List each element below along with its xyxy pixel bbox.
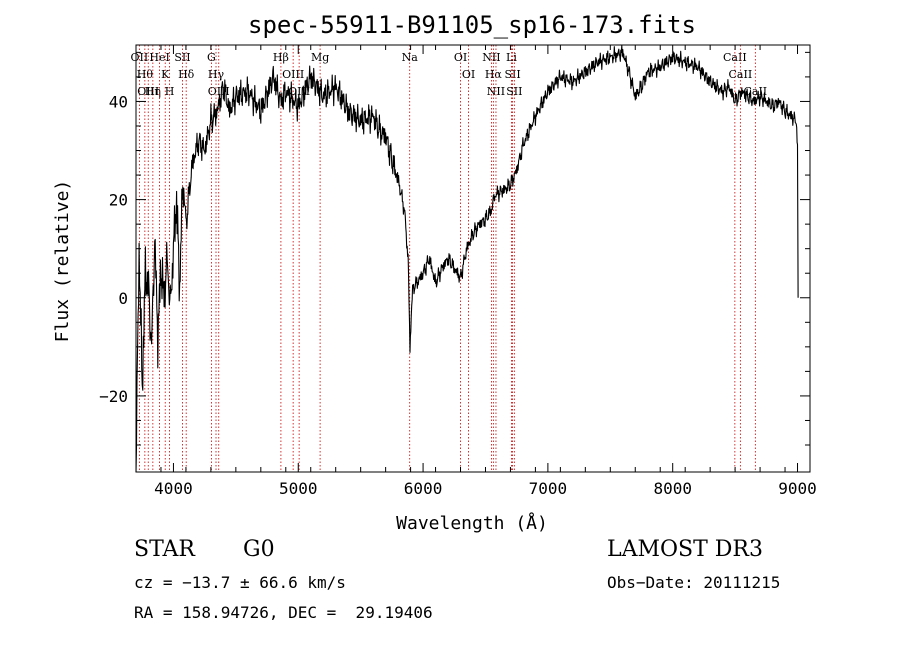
spectral-line-label: OIII: [282, 68, 304, 81]
spectral-lines: OIIHθOIIIHηHeIKHSIIHδGHγOIIIHβOIIIOIIIMg…: [131, 45, 767, 472]
spectral-line-label: Mg: [311, 51, 329, 64]
object-class: STAR: [134, 537, 195, 562]
spectral-line-label: H: [165, 85, 175, 98]
y-tick-label: 20: [109, 191, 128, 210]
x-tick-label: 7000: [529, 479, 568, 498]
flux-series-line: [135, 45, 799, 473]
coordinates: RA = 158.94726, DEC = 29.19406: [134, 603, 433, 622]
spectral-line-label: CaII: [723, 51, 747, 64]
axes: 4000 5000 6000 7000 8000 9000 −20 0 20 40: [99, 45, 817, 498]
spectral-line-label: Hδ: [178, 68, 195, 81]
spectral-line-label: Hγ: [208, 68, 225, 81]
x-tick-label: 8000: [653, 479, 692, 498]
spectral-line-label: Hθ: [137, 68, 154, 81]
x-tick-label: 6000: [404, 479, 443, 498]
spectral-line-label: Hη: [145, 85, 161, 98]
spectral-line-label: Hα: [485, 68, 503, 81]
x-tick-label: 4000: [154, 479, 193, 498]
spectral-line-label: OIII: [137, 85, 159, 98]
spectral-line-label: OI: [454, 51, 467, 64]
spectral-line-label: HeI: [149, 51, 169, 64]
survey-name: LAMOST DR3: [607, 537, 763, 562]
x-axis-label: Wavelength (Å): [396, 512, 548, 534]
spectral-line-label: SII: [504, 68, 520, 81]
y-axis-label: Flux (relative): [52, 180, 73, 343]
redshift-velocity: cz = −13.7 ± 66.6 km/s: [134, 573, 346, 592]
spectral-line-label: NII: [482, 51, 500, 64]
spectral-line-label: SII: [174, 51, 190, 64]
spectral-line-label: K: [161, 68, 170, 81]
y-tick-label: 40: [109, 92, 128, 111]
spectral-line-label: SII: [506, 85, 522, 98]
y-tick-label: 0: [118, 289, 128, 308]
y-tick-label: −20: [99, 387, 128, 406]
spectral-line-label: Na: [402, 51, 419, 64]
x-tick-label: 9000: [778, 479, 817, 498]
spectral-line-label: NII: [487, 85, 505, 98]
spectral-line-label: OI: [462, 68, 475, 81]
plot-frame: [135, 44, 811, 473]
spectral-line-label: OII: [131, 51, 149, 64]
object-subclass: G0: [243, 537, 275, 562]
spectral-line-label: CaII: [729, 68, 753, 81]
observation-date: Obs−Date: 20111215: [607, 573, 781, 592]
spectral-line-label: Hβ: [273, 51, 289, 64]
spectral-line-label: G: [207, 51, 216, 64]
x-tick-label: 5000: [279, 479, 318, 498]
chart-title: spec-55911-B91105_sp16-173.fits: [248, 11, 696, 39]
spectral-line-label: Li: [506, 51, 517, 64]
